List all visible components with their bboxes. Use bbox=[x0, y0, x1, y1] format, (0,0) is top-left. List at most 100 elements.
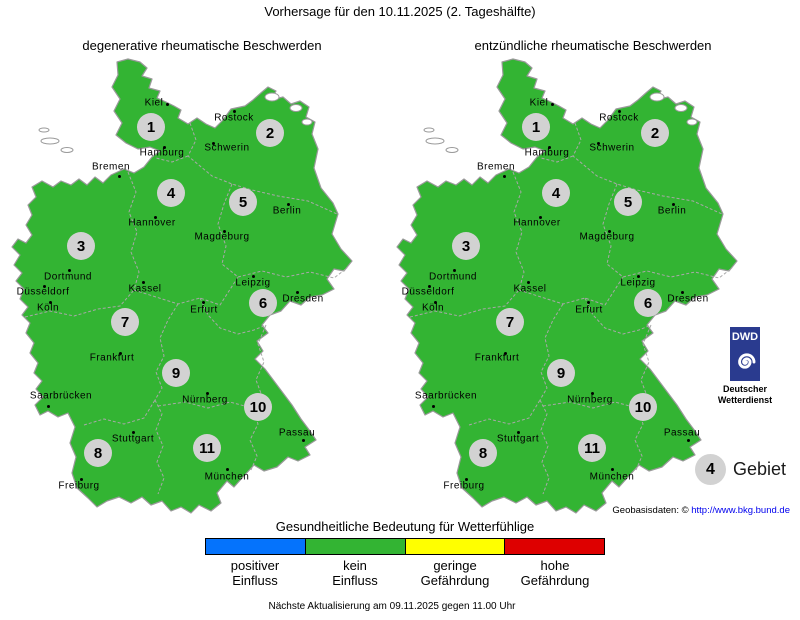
city-label-rostock-left: Rostock bbox=[214, 112, 254, 124]
city-label-kassel-right: Kassel bbox=[513, 283, 547, 295]
city-label-dortmund-right: Dortmund bbox=[429, 271, 477, 283]
region-badge-4-left: 4 bbox=[157, 179, 185, 207]
city-label-münchen-left: München bbox=[204, 471, 250, 483]
city-dot-erfurt-right bbox=[586, 300, 590, 304]
city-label-nürnberg-right: Nürnberg bbox=[567, 394, 613, 406]
region-badge-2-left: 2 bbox=[256, 119, 284, 147]
city-label-freiburg-left: Freiburg bbox=[58, 480, 100, 492]
legend-label-hohe: hohe Gefährdung bbox=[520, 558, 590, 588]
map-title-entzuendliche: entzündliche rheumatische Beschwerden bbox=[474, 38, 712, 53]
region-badge-6-right: 6 bbox=[634, 289, 662, 317]
legend-segment-positiver bbox=[205, 538, 306, 555]
city-dot-kassel-left bbox=[141, 280, 145, 284]
bkg-link[interactable]: http://www.bkg.bund.de bbox=[691, 505, 790, 516]
city-label-saarbrücken-left: Saarbrücken bbox=[29, 390, 93, 402]
city-dot-münchen-left bbox=[225, 467, 229, 471]
city-label-berlin-left: Berlin bbox=[272, 205, 302, 217]
city-label-saarbrücken-right: Saarbrücken bbox=[414, 390, 478, 402]
region-badge-3-left: 3 bbox=[67, 232, 95, 260]
city-label-frankfurt-right: Frankfurt bbox=[474, 352, 520, 364]
gebiet-legend-number: 4 bbox=[706, 460, 715, 478]
city-label-hannover-right: Hannover bbox=[513, 217, 561, 229]
health-legend: Gesundheitliche Bedeutung für Wetterfühl… bbox=[205, 519, 605, 588]
city-label-dortmund-left: Dortmund bbox=[44, 271, 92, 283]
city-dot-stuttgart-right bbox=[516, 430, 520, 434]
region-badge-2-right: 2 bbox=[641, 119, 669, 147]
city-label-hannover-left: Hannover bbox=[128, 217, 176, 229]
city-dot-köln-right bbox=[433, 300, 437, 304]
city-label-passau-left: Passau bbox=[278, 427, 316, 439]
city-label-kiel-left: Kiel bbox=[144, 97, 164, 109]
region-badge-10-right: 10 bbox=[629, 393, 657, 421]
city-label-schwerin-left: Schwerin bbox=[204, 142, 250, 154]
region-badge-11-right: 11 bbox=[578, 434, 606, 462]
city-dot-kiel-right bbox=[550, 102, 554, 106]
city-dot-bremen-left bbox=[117, 174, 121, 178]
city-dot-dresden-left bbox=[295, 290, 299, 294]
region-badge-8-left: 8 bbox=[84, 439, 112, 467]
city-dot-berlin-left bbox=[286, 202, 290, 206]
city-label-bremen-left: Bremen bbox=[91, 161, 131, 173]
city-dot-rostock-left bbox=[232, 109, 236, 113]
region-badge-3-right: 3 bbox=[452, 232, 480, 260]
region-borders bbox=[409, 122, 733, 495]
legend-segment-kein bbox=[304, 538, 406, 555]
city-dot-kiel-left bbox=[165, 102, 169, 106]
legend-segment-hohe bbox=[504, 538, 605, 555]
city-label-erfurt-right: Erfurt bbox=[575, 304, 603, 316]
city-dot-passau-left bbox=[301, 438, 305, 442]
city-label-leipzig-right: Leipzig bbox=[620, 277, 656, 289]
city-dot-dresden-right bbox=[680, 290, 684, 294]
region-badge-10-left: 10 bbox=[244, 393, 272, 421]
page-title: Vorhersage für den 10.11.2025 (2. Tagesh… bbox=[264, 4, 536, 19]
city-label-münchen-right: München bbox=[589, 471, 635, 483]
coastal-islands bbox=[423, 92, 698, 153]
city-label-leipzig-left: Leipzig bbox=[235, 277, 271, 289]
dwd-spiral-icon bbox=[738, 353, 756, 369]
city-label-stuttgart-right: Stuttgart bbox=[496, 433, 540, 445]
city-dot-magdeburg-right bbox=[607, 229, 611, 233]
city-dot-passau-right bbox=[686, 438, 690, 442]
city-dot-frankfurt-right bbox=[503, 351, 507, 355]
city-dot-leipzig-right bbox=[636, 274, 640, 278]
region-badge-9-right: 9 bbox=[547, 359, 575, 387]
geodata-credit: Geobasisdaten: © http://www.bkg.bund.de bbox=[612, 505, 790, 516]
city-dot-bremen-right bbox=[502, 174, 506, 178]
city-label-nürnberg-left: Nürnberg bbox=[182, 394, 228, 406]
city-dot-rostock-right bbox=[617, 109, 621, 113]
city-dot-düsseldorf-left bbox=[42, 284, 46, 288]
germany-map-entzuendliche: 1 2 3 4 5 6 7 8 9 10 11 Kiel Rostock Hamburg Schwerin B… bbox=[393, 58, 745, 524]
city-dot-münchen-right bbox=[610, 467, 614, 471]
city-label-bremen-right: Bremen bbox=[476, 161, 516, 173]
city-label-hamburg-left: Hamburg bbox=[139, 147, 185, 159]
coastal-islands bbox=[38, 92, 313, 153]
logo-caption-line1: Deutscher bbox=[722, 384, 768, 394]
city-dot-nürnberg-left bbox=[205, 391, 209, 395]
dwd-logo-text: DWD bbox=[732, 331, 758, 343]
region-badge-4-right: 4 bbox=[542, 179, 570, 207]
city-label-erfurt-left: Erfurt bbox=[190, 304, 218, 316]
city-dot-freiburg-left bbox=[79, 477, 83, 481]
region-badge-11-left: 11 bbox=[193, 434, 221, 462]
logo-caption-line2: Wetterdienst bbox=[717, 395, 773, 405]
region-badge-5-left: 5 bbox=[229, 188, 257, 216]
region-badge-7-right: 7 bbox=[496, 308, 524, 336]
city-dot-nürnberg-right bbox=[590, 391, 594, 395]
legend-label-positiver: positiver Einfluss bbox=[230, 558, 280, 588]
map-title-degenerative: degenerative rheumatische Beschwerden bbox=[82, 38, 322, 53]
city-dot-schwerin-left bbox=[211, 141, 215, 145]
dwd-logo: DWD bbox=[730, 327, 760, 381]
city-label-passau-right: Passau bbox=[663, 427, 701, 439]
city-dot-hannover-left bbox=[153, 215, 157, 219]
city-label-freiburg-right: Freiburg bbox=[443, 480, 485, 492]
credit-prefix: Geobasisdaten: © bbox=[612, 505, 692, 516]
city-dot-dortmund-right bbox=[452, 268, 456, 272]
health-legend-title: Gesundheitliche Bedeutung für Wetterfühl… bbox=[275, 519, 535, 534]
city-label-köln-right: Köln bbox=[421, 302, 445, 314]
city-dot-magdeburg-left bbox=[222, 229, 226, 233]
city-dot-saarbrücken-left bbox=[46, 404, 50, 408]
city-dot-leipzig-left bbox=[251, 274, 255, 278]
city-dot-hamburg-right bbox=[547, 145, 551, 149]
region-borders bbox=[24, 122, 348, 495]
